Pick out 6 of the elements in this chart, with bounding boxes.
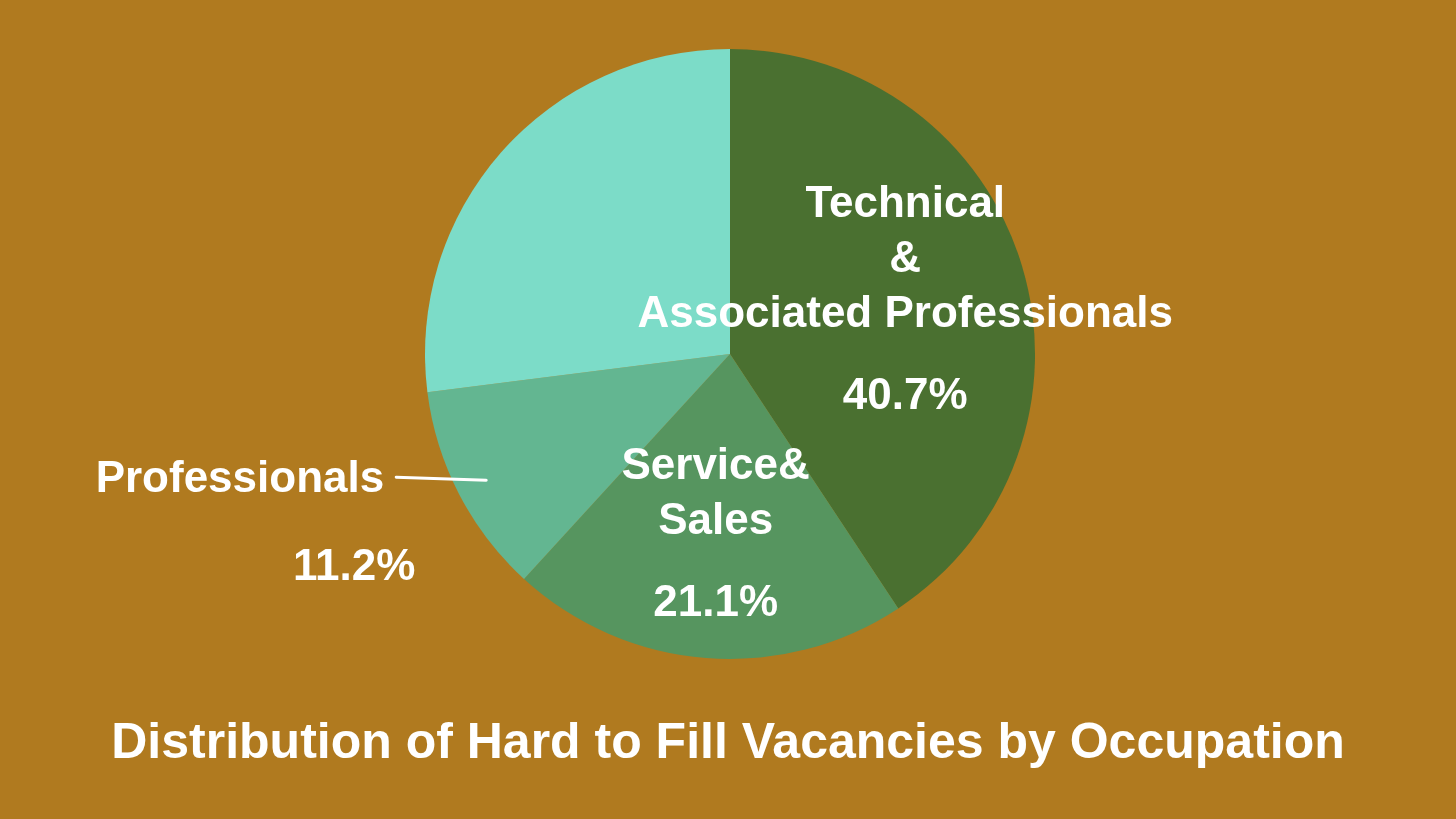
text: Distribution of Hard to Fill Vacancies by Occupation	[111, 713, 1345, 769]
slice-label: Professionals	[95, 452, 385, 502]
data-label: 21.1%	[653, 576, 779, 626]
slice-label: Service& Sales	[621, 439, 810, 544]
data-label: 11.2%	[293, 540, 416, 590]
data-label: 40.7%	[842, 368, 968, 418]
